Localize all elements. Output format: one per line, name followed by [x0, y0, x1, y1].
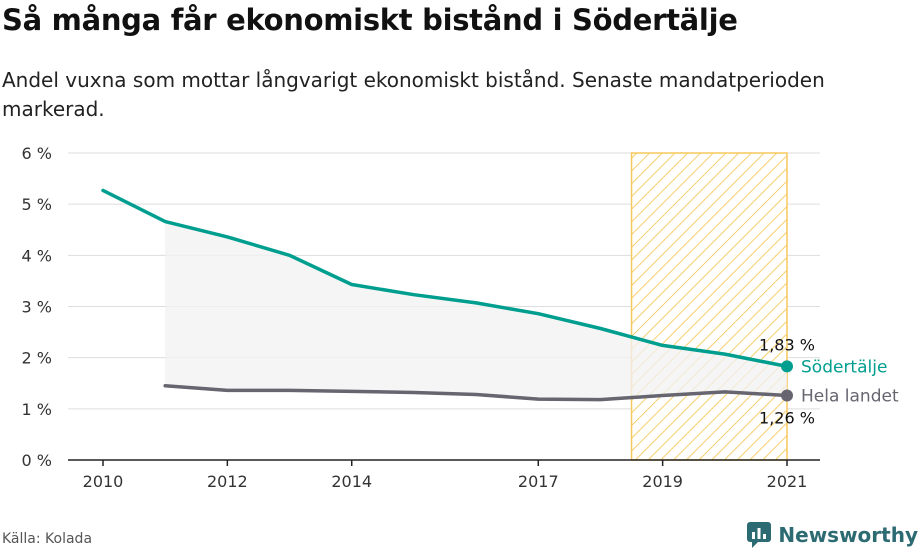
- series-line: [163, 384, 789, 402]
- series-end-point: [781, 389, 793, 402]
- brand-name: Newsworthy: [778, 523, 918, 547]
- brand-logo: Newsworthy: [746, 520, 918, 550]
- source-note: Källa: Kolada: [2, 531, 93, 547]
- x-tick-label: 2021: [767, 472, 808, 491]
- line-chart: 0 % 1 % 2 % 3 % 4 % 5 % 6 % 2010 2012 2014 2017 201…: [22, 144, 899, 491]
- chart-title: Så många får ekonomiskt bistånd i Södert…: [2, 3, 738, 37]
- x-tick-label: 2017: [518, 472, 559, 491]
- y-tick-label: 4 %: [22, 246, 52, 265]
- series-label: Södertälje: [801, 357, 887, 377]
- newsworthy-logo-icon: [747, 522, 772, 548]
- y-tick-label: 3 %: [22, 298, 52, 317]
- chart-subtitle: Andel vuxna som mottar långvarigt ekonom…: [2, 68, 825, 121]
- highlight-period: [630, 152, 788, 461]
- gap-area: [165, 221, 787, 400]
- y-tick-label: 0 %: [22, 451, 52, 470]
- y-tick-label: 1 %: [22, 400, 52, 419]
- series-label: Hela landet: [801, 387, 899, 407]
- y-tick-label: 2 %: [22, 349, 52, 368]
- y-tick-label: 5 %: [22, 195, 52, 214]
- value-label: 1,83 %: [759, 335, 815, 354]
- x-tick-label: 2012: [207, 472, 248, 491]
- x-tick-label: 2010: [83, 472, 124, 491]
- x-tick-label: 2014: [331, 472, 372, 491]
- x-tick-label: 2019: [642, 472, 683, 491]
- series-line: [101, 188, 789, 369]
- y-tick-label: 6 %: [22, 144, 52, 163]
- value-label: 1,26 %: [759, 409, 815, 428]
- series-end-point: [781, 360, 793, 373]
